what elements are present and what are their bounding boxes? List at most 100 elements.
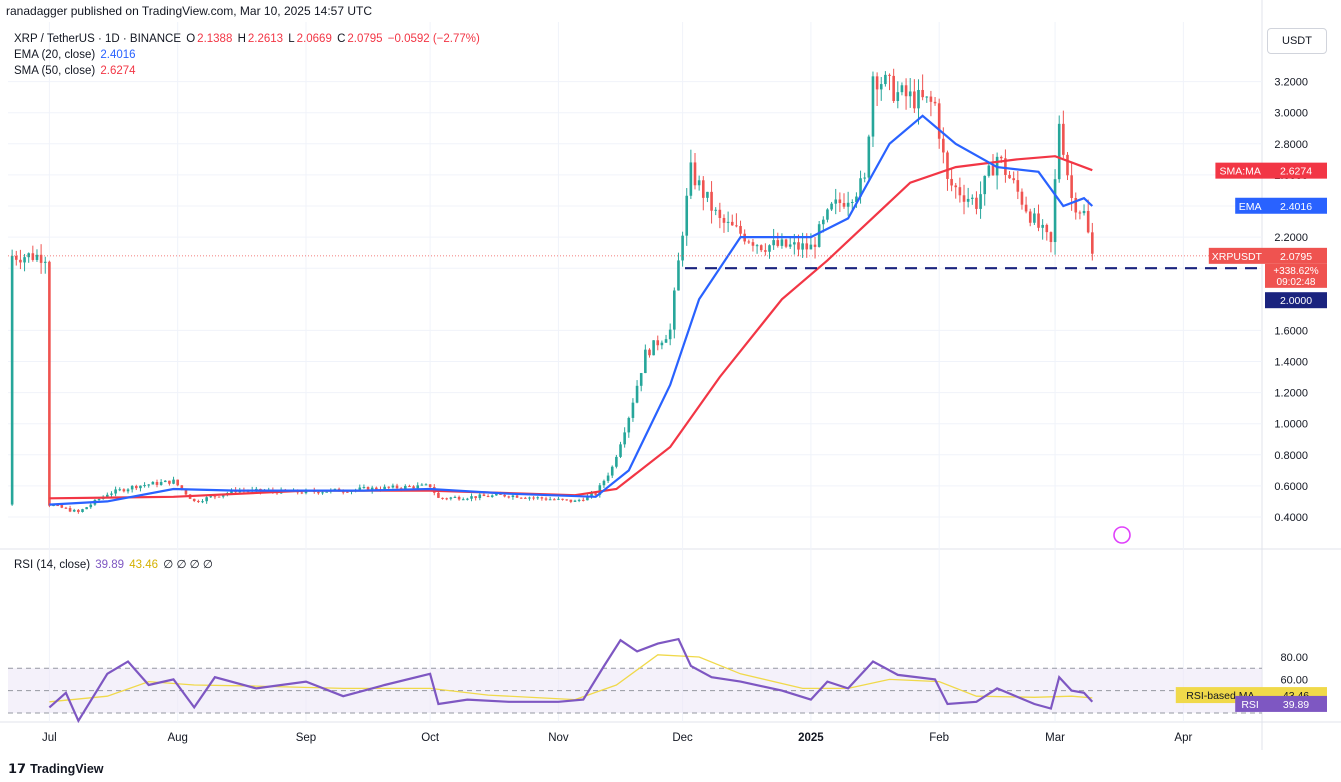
candle-body — [925, 96, 929, 98]
candle-body — [19, 259, 22, 263]
ema-price-tag[interactable]: EMA 2.4016 — [1235, 197, 1327, 214]
candle-body — [689, 162, 693, 196]
tradingview-logo-icon: 𝟭𝟳 — [8, 761, 27, 776]
candle-body — [168, 480, 171, 484]
rsi-tick-label: 60.00 — [1280, 674, 1308, 686]
candle-body — [573, 500, 577, 502]
candle-body — [176, 479, 179, 486]
candle-body — [1049, 232, 1053, 243]
candle-body — [921, 89, 924, 98]
price-tick-label: 2.2000 — [1274, 232, 1308, 244]
candle-body — [817, 224, 821, 247]
candles-layer — [10, 68, 1094, 514]
price-pane — [8, 22, 1262, 548]
price-tick-label: 0.8000 — [1274, 450, 1308, 462]
candle-body — [797, 242, 800, 250]
candle-body — [635, 385, 639, 403]
candle-body — [681, 235, 684, 261]
sma-price-tag[interactable]: SMA:MA 2.6274 — [1215, 162, 1327, 179]
tradingview-logo[interactable]: 𝟭𝟳 TradingView — [8, 761, 104, 777]
candle-body — [126, 489, 130, 492]
rsi-tag-value: 39.89 — [1283, 699, 1309, 711]
support-price-tag[interactable]: 2.0000 — [1265, 292, 1327, 309]
ema-legend[interactable]: EMA (20, close) 2.4016 — [14, 49, 138, 61]
tradingview-brand: TradingView — [30, 762, 104, 776]
candle-body — [89, 504, 93, 508]
candle-body — [838, 199, 842, 204]
sma-line — [49, 155, 1093, 500]
candle-body — [39, 254, 43, 263]
candle-body — [1091, 232, 1094, 254]
candle-body — [114, 489, 117, 494]
candle-body — [221, 494, 225, 497]
candle-body — [536, 497, 540, 499]
candle-body — [424, 484, 428, 486]
candle-body — [97, 499, 101, 501]
rsi-tag-name: RSI — [1241, 699, 1259, 711]
candle-body — [1086, 210, 1090, 233]
candle-body — [503, 494, 506, 497]
candle-body — [751, 242, 755, 246]
candle-body — [623, 432, 626, 445]
sma-price-tag-value-bg — [1265, 162, 1327, 179]
high-label: H — [237, 33, 246, 45]
candle-body — [859, 178, 862, 197]
close-value: 2.0795 — [347, 33, 383, 45]
candle-body — [668, 329, 672, 340]
candle-body — [197, 500, 200, 502]
candle-body — [892, 75, 895, 101]
candle-body — [983, 175, 987, 195]
ema-line — [49, 114, 1094, 506]
candle-body — [118, 489, 122, 491]
candle-body — [759, 245, 763, 251]
candle-body — [677, 260, 680, 291]
low-label: L — [288, 33, 295, 45]
candle-body — [987, 165, 991, 176]
candle-body — [619, 444, 622, 457]
candle-body — [673, 290, 676, 330]
candle-body — [726, 221, 730, 223]
candle-body — [457, 496, 461, 500]
candle-body — [35, 254, 39, 260]
candle-body — [664, 339, 668, 343]
price-grid — [0, 0, 1341, 750]
candle-body — [764, 250, 767, 252]
candle-body — [499, 493, 502, 495]
currency-selector[interactable]: USDT — [1267, 28, 1327, 54]
sma-legend[interactable]: SMA (50, close) 2.6274 — [14, 65, 138, 77]
candle-body — [391, 485, 395, 488]
candle-body — [631, 402, 635, 418]
candle-body — [747, 241, 751, 243]
candle-body — [540, 497, 544, 499]
rsi-label: RSI (14, close) — [14, 559, 91, 571]
candle-body — [958, 187, 962, 196]
candle-body — [1012, 178, 1015, 181]
time-tick-label: Nov — [548, 732, 569, 744]
candle-body — [942, 138, 945, 153]
candle-body — [325, 491, 328, 493]
candle-body — [598, 485, 602, 495]
rsi-tag[interactable]: RSI 39.89 — [1235, 695, 1327, 712]
lightning-icon — [1113, 526, 1131, 544]
symbol-price-tag[interactable]: XRPUSDT 2.0795 — [1208, 247, 1327, 264]
candle-body — [201, 501, 204, 503]
candle-body — [954, 185, 958, 188]
symbol-price-tag-name-bg — [1208, 247, 1265, 264]
candle-body — [486, 496, 490, 498]
sma-value: 2.6274 — [100, 65, 136, 77]
rsi-legend[interactable]: RSI (14, close) 39.89 43.46 ∅ ∅ ∅ ∅ — [14, 557, 215, 571]
candle-body — [478, 494, 482, 499]
candle-body — [826, 209, 829, 220]
ema-value: 2.4016 — [100, 49, 136, 61]
candle-body — [68, 508, 72, 512]
candle-body — [867, 136, 871, 178]
rsi-extra: ∅ ∅ ∅ ∅ — [163, 559, 213, 571]
candle-body — [875, 76, 879, 90]
candle-body — [913, 91, 916, 109]
candle-body — [900, 85, 904, 93]
candle-body — [1033, 213, 1036, 223]
candle-body — [408, 485, 411, 487]
sma-price-tag-value: 2.6274 — [1280, 166, 1312, 178]
